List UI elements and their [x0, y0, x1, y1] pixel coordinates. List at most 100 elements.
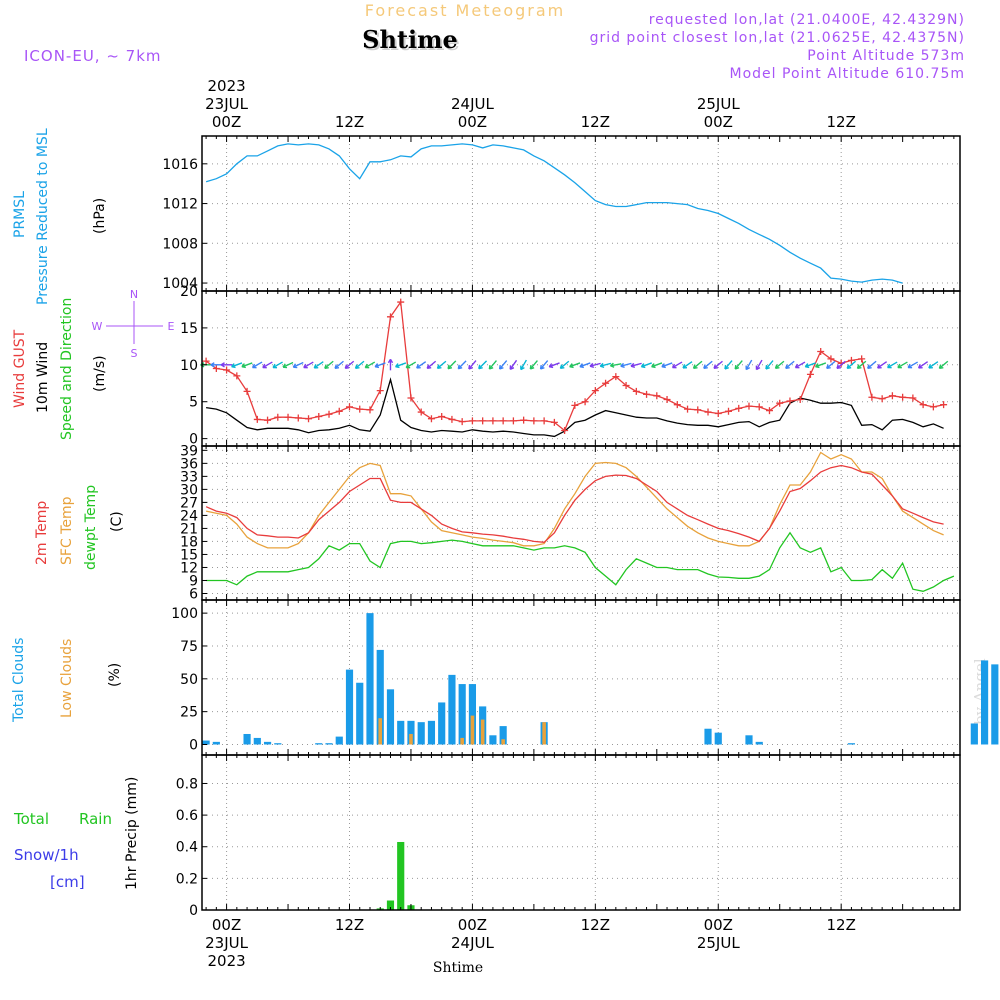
time-label-bottom: 12Z	[335, 916, 364, 934]
wind-arrow	[600, 362, 612, 367]
wind-arrow	[416, 361, 427, 369]
model-point-altitude: Model Point Altitude 610.75m	[730, 66, 965, 82]
wind-arrow	[713, 360, 723, 369]
gust-marker	[602, 379, 610, 387]
wind-arrow	[579, 362, 591, 368]
total-cloud-bar	[704, 728, 712, 745]
wind-arrow-head	[364, 363, 370, 369]
low-clouds-label: Low Clouds	[59, 639, 75, 718]
wind-arrow	[262, 361, 273, 369]
wind-arrow-head	[745, 365, 751, 371]
precip-axis-label: 1hr Precip (mm)	[124, 777, 140, 890]
gust-marker	[212, 365, 220, 372]
wind-arrow	[252, 361, 263, 369]
wind-arrow-head	[579, 363, 584, 369]
wind-arrow	[589, 362, 601, 367]
gust-marker	[356, 405, 364, 413]
wind-arrow-head	[846, 364, 852, 370]
time-label-top: 23JUL	[205, 95, 248, 113]
wind-arrow	[303, 361, 314, 369]
time-label-bottom: 00Z	[458, 916, 487, 934]
y-tick-label: 39	[180, 443, 198, 459]
y-tick-label: 33	[180, 469, 198, 485]
wind-label: 10m Wind	[35, 342, 51, 413]
wind-arrow-head	[509, 365, 515, 370]
y-tick-label: 27	[180, 495, 198, 511]
wind-arrow-head	[282, 363, 288, 369]
wind-arrow	[313, 361, 324, 369]
y-tick-label: 50	[180, 672, 198, 688]
wind-arrow	[355, 360, 365, 369]
time-label-top: 00Z	[212, 113, 241, 131]
gust-marker	[704, 408, 712, 416]
total-cloud-bar	[263, 741, 272, 745]
time-label-bottom: 2023	[207, 952, 245, 970]
wind-arrow	[672, 361, 683, 369]
panel-frame	[201, 754, 961, 911]
gust-marker	[550, 418, 558, 426]
gust-marker	[929, 403, 937, 411]
gust-label: Wind GUST	[12, 329, 28, 408]
y-tick-label: 0	[189, 903, 198, 919]
wind-arrow	[795, 361, 806, 369]
wind-arrow	[805, 362, 816, 368]
pressure-line	[205, 143, 903, 284]
wind-arrow-head	[210, 362, 215, 368]
wind-arrow	[488, 360, 497, 370]
time-label-bottom: 00Z	[704, 916, 733, 934]
time-label-top: 12Z	[826, 113, 855, 131]
gust-marker	[305, 415, 313, 423]
wind-arrow	[405, 361, 417, 369]
wind-arrow	[620, 362, 632, 367]
time-label-top: 24JUL	[451, 95, 494, 113]
wind-arrow-head	[692, 364, 698, 370]
wind-arrow-head	[520, 365, 525, 371]
chart-subtitle: Forecast Meteogram	[365, 1, 565, 20]
wind-arrow	[745, 359, 753, 370]
gust-marker	[458, 418, 466, 426]
dewpt-line	[206, 531, 955, 592]
gust-marker	[755, 403, 763, 411]
gust-marker	[223, 366, 231, 374]
wind-arrow-head	[468, 364, 473, 370]
snow-unit: [cm]	[50, 873, 85, 891]
total-cloud-bar	[489, 735, 497, 745]
time-label-top: 25JUL	[697, 95, 740, 113]
gust-marker	[694, 406, 702, 414]
wind-arrow-head	[529, 364, 535, 370]
y-tick-label: 0	[189, 432, 198, 448]
axis-layer: 1004100810121016051015206912151821242730…	[162, 77, 961, 970]
wind-arrow	[887, 361, 898, 369]
wind-arrow-head	[488, 364, 494, 370]
wind-arrow	[499, 360, 508, 370]
wind-arrow	[559, 360, 570, 369]
wind-line	[206, 377, 944, 438]
wind-arrow-head	[794, 363, 800, 369]
gust-marker	[397, 298, 405, 306]
total-cloud-bar	[243, 733, 251, 745]
wind-arrow	[703, 360, 713, 369]
wind-arrow	[468, 360, 477, 370]
y-tick-label: 0.8	[176, 776, 198, 792]
total-cloud-bar	[448, 674, 456, 745]
low-cloud-bar	[409, 733, 413, 745]
gust-marker	[817, 348, 825, 356]
wind-arrow	[661, 362, 673, 368]
gust-marker	[663, 396, 671, 403]
gust-marker	[325, 410, 333, 418]
time-label-bottom: 24JUL	[451, 934, 494, 952]
wind-arrow	[324, 360, 334, 369]
gust-marker	[489, 417, 497, 425]
temp-unit: (C)	[109, 511, 125, 532]
time-label-top: 12Z	[335, 113, 364, 131]
wind-arrow	[241, 362, 253, 368]
gust-marker	[499, 417, 507, 425]
wind-arrow-head	[539, 364, 545, 370]
gust-marker	[622, 381, 630, 389]
gust-marker	[253, 415, 261, 423]
wind-arrow-head	[630, 362, 636, 369]
gust-marker	[274, 413, 282, 421]
gust-marker	[827, 355, 835, 363]
gust-marker	[725, 407, 733, 415]
y-tick-label: 9	[189, 573, 198, 589]
